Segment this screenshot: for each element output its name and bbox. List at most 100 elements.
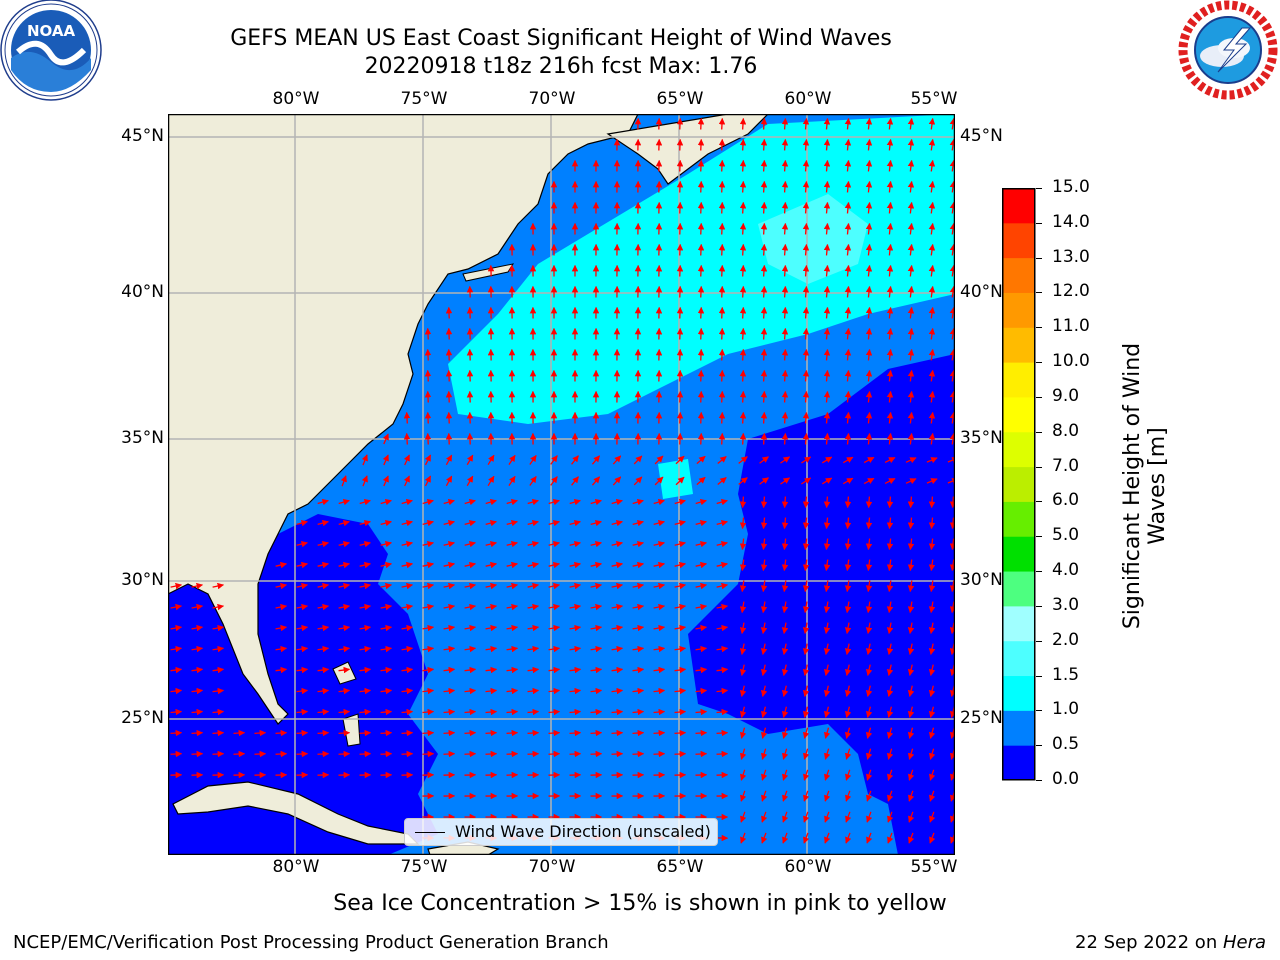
wave-direction-arrow [949, 222, 955, 235]
colorbar-segment [1002, 710, 1035, 746]
map-legend: Wind Wave Direction (unscaled) [404, 818, 718, 846]
wave-direction-arrow [844, 643, 852, 656]
wave-direction-arrow [632, 708, 645, 716]
wave-direction-arrow [548, 582, 561, 590]
lat-label-left: 25°N [121, 708, 164, 728]
wave-direction-arrow [611, 687, 624, 695]
wave-direction-arrow [697, 117, 705, 130]
wave-direction-arrow [611, 645, 624, 653]
wave-direction-arrow [802, 306, 810, 319]
lat-label-right: 35°N [960, 428, 1003, 448]
wave-direction-arrow [928, 643, 936, 656]
wave-direction-arrow [697, 138, 705, 151]
wave-direction-arrow [928, 138, 936, 151]
wave-direction-arrow [718, 159, 726, 172]
wave-direction-arrow [823, 369, 831, 382]
wave-direction-arrow [844, 706, 852, 718]
wave-direction-arrow [401, 750, 414, 758]
wave-direction-arrow [802, 327, 810, 340]
wave-direction-arrow [823, 327, 831, 340]
wave-direction-arrow [781, 348, 789, 361]
wave-direction-arrow [823, 264, 831, 277]
wave-direction-arrow [718, 243, 726, 256]
wave-direction-arrow [464, 729, 477, 737]
wave-direction-arrow [865, 622, 873, 635]
wave-direction-arrow [361, 475, 368, 487]
wave-direction-arrow [907, 622, 915, 635]
wave-direction-arrow [361, 454, 368, 466]
wave-direction-arrow [697, 222, 705, 235]
wave-direction-arrow [422, 708, 435, 716]
wave-direction-arrow [928, 496, 936, 509]
wave-direction-arrow [422, 519, 434, 527]
wave-direction-arrow [548, 540, 560, 548]
wave-direction-arrow [844, 117, 852, 130]
wave-direction-arrow [296, 561, 309, 569]
wave-direction-arrow [886, 706, 894, 718]
wave-direction-arrow [674, 519, 686, 527]
wave-direction-arrow [886, 432, 894, 445]
nws-logo [1178, 0, 1278, 100]
wave-direction-arrow [865, 643, 873, 656]
wave-direction-arrow [907, 222, 915, 235]
wave-direction-arrow [717, 476, 727, 486]
wave-direction-arrow [296, 624, 309, 632]
lat-label-right: 30°N [960, 570, 1003, 590]
wave-direction-arrow [781, 306, 789, 319]
wave-direction-arrow [907, 664, 915, 676]
wave-direction-arrow [823, 601, 831, 614]
wave-direction-arrow [696, 455, 706, 465]
wave-direction-arrow [571, 476, 579, 486]
wave-direction-arrow [485, 561, 498, 569]
wave-direction-arrow [907, 432, 915, 445]
wave-direction-arrow [590, 540, 602, 548]
wave-direction-arrow [653, 708, 666, 716]
wave-direction-arrow [296, 603, 309, 611]
wave-direction-arrow [191, 603, 204, 611]
wave-direction-arrow [886, 285, 894, 298]
wave-direction-arrow [802, 432, 810, 445]
wave-direction-arrow [781, 201, 789, 214]
colorbar-tick-mark [1036, 327, 1042, 329]
wave-direction-arrow [907, 306, 915, 319]
wave-direction-arrow [697, 369, 705, 382]
wave-direction-arrow [401, 603, 414, 611]
wave-direction-arrow [907, 264, 915, 277]
wave-direction-arrow [191, 582, 204, 590]
wave-direction-arrow [781, 369, 789, 382]
colorbar-tick-label: 2.0 [1052, 629, 1080, 650]
wave-direction-arrow [760, 706, 768, 718]
wave-direction-arrow [380, 519, 392, 527]
wave-direction-arrow [590, 582, 603, 590]
wave-direction-arrow [422, 582, 435, 590]
wave-direction-arrow [802, 159, 810, 172]
wave-direction-arrow [716, 750, 729, 758]
wave-direction-arrow [886, 517, 894, 530]
wave-direction-arrow [443, 750, 456, 758]
wave-direction-arrow [781, 117, 789, 130]
wave-direction-arrow [569, 687, 582, 695]
wave-direction-arrow [464, 582, 477, 590]
wave-direction-arrow [716, 540, 728, 548]
wave-direction-arrow [675, 476, 685, 486]
wave-direction-arrow [611, 603, 624, 611]
wave-direction-arrow [506, 624, 519, 632]
wave-direction-arrow [317, 624, 330, 632]
wave-direction-arrow [464, 687, 477, 695]
wave-direction-arrow [781, 222, 789, 235]
wave-direction-arrow [529, 475, 537, 486]
wave-direction-arrow [782, 769, 789, 781]
wave-direction-arrow [718, 222, 726, 235]
wave-direction-arrow [611, 561, 624, 569]
wave-direction-arrow [780, 477, 791, 485]
wave-direction-arrow [739, 685, 747, 697]
wave-direction-arrow [338, 729, 351, 737]
colorbar-tick-label: 8.0 [1052, 420, 1080, 441]
wave-direction-arrow [866, 811, 873, 823]
wave-direction-arrow [865, 201, 873, 214]
wave-direction-arrow [907, 580, 915, 593]
wave-direction-arrow [949, 496, 955, 509]
wave-direction-arrow [632, 540, 644, 548]
wave-direction-arrow [359, 687, 372, 695]
map-frame [168, 114, 955, 855]
